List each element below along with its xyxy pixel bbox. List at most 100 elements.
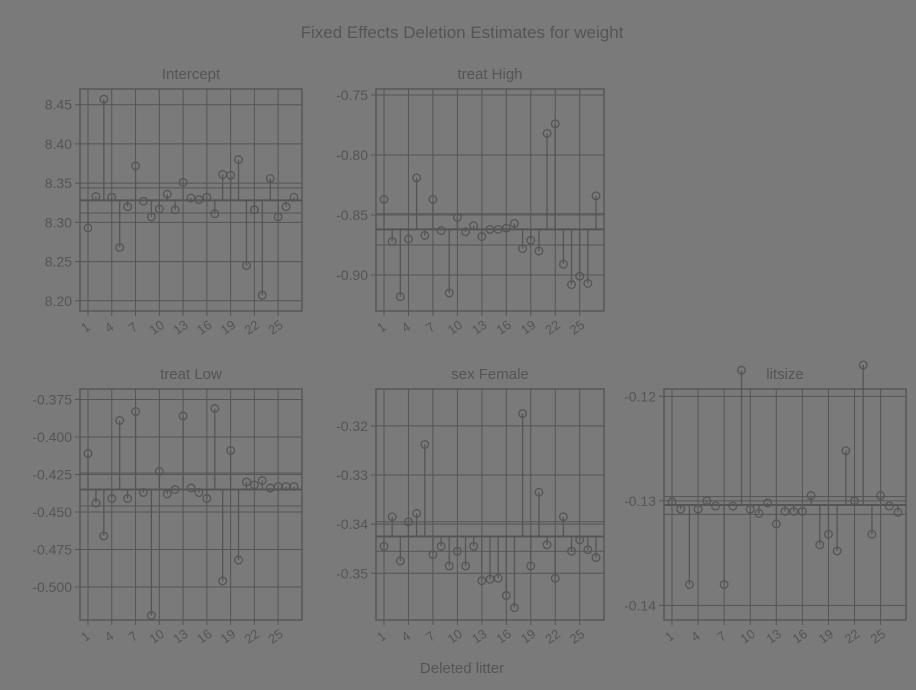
deletion-point [815,540,825,550]
deletion-point [226,446,236,455]
deletion-point [797,506,807,516]
deletion-point [83,223,93,233]
x-tick-label: 13 [170,626,190,647]
x-tick-label: 16 [493,626,513,647]
panel-title: litsize [766,366,804,383]
y-tick-label: -0.75 [336,87,368,103]
deletion-point [170,205,180,215]
deletion-point [178,177,188,187]
deletion-point [728,501,738,511]
deletion-point [806,491,816,501]
deletion-point [146,212,156,222]
deletion-point [745,504,755,514]
deletion-point [684,580,694,589]
deletion-point [461,561,470,571]
deletion-point [452,212,462,222]
x-tick-label: 25 [265,317,285,338]
deletion-point [469,541,479,551]
deletion-point [719,580,729,589]
x-tick-label: 22 [542,317,562,338]
deletion-point [567,546,576,556]
deletion-point [395,556,405,566]
deletion-point [123,494,133,503]
deletion-point [461,227,470,237]
deletion-point [194,195,204,205]
x-tick-label: 19 [218,317,238,338]
deletion-point [154,467,164,476]
deletion-point [131,161,140,171]
x-tick-label: 10 [737,626,757,647]
x-tick-label: 16 [194,317,214,338]
deletion-point [518,409,528,419]
deletion-point [444,561,454,571]
y-tick-label: 8.45 [45,97,72,113]
deletion-point [477,576,487,586]
deletion-point [265,173,275,183]
deletion-point [542,540,552,550]
deletion-point [139,196,148,206]
y-tick-label: -0.35 [336,565,368,581]
deletion-point [412,173,422,183]
y-tick-label: -0.450 [32,504,72,520]
panel-frame [375,388,605,621]
deletion-point [693,504,703,514]
deletion-point [501,223,511,233]
deletion-point [526,561,536,571]
x-tick-label: 13 [763,626,783,647]
y-tick-label: -0.80 [336,147,368,163]
deletion-point [412,508,422,518]
y-tick-label: -0.425 [32,467,72,483]
y-tick-label: -0.34 [336,516,368,532]
panel-frame [79,388,303,621]
deletion-point [711,501,720,511]
deletion-point [162,489,172,499]
y-tick-label: -0.475 [32,542,72,558]
deletion-point [428,550,438,560]
deletion-point [534,487,544,497]
deletion-point [107,192,117,202]
deletion-point [210,404,220,413]
deletion-point [676,504,686,514]
y-tick-label: -0.13 [624,493,656,509]
deletion-point [289,192,299,202]
deletion-point [850,496,859,506]
deletion-point [387,512,397,522]
deletion-point [289,482,299,491]
y-tick-label: -0.90 [336,267,368,283]
x-tick-label: 10 [146,626,166,647]
deletion-point [444,288,454,298]
deletion-point [257,476,267,485]
deletion-point [591,553,601,563]
y-tick-label: 8.20 [45,293,72,309]
deletion-point [542,128,552,138]
deletion-point [162,189,172,199]
deletion-point [867,529,877,539]
deletion-point [379,541,389,551]
deletion-point [186,483,196,493]
deletion-point [550,573,560,583]
deletion-point [510,218,519,228]
x-tick-label: 16 [194,626,214,647]
deletion-point [107,494,117,503]
deletion-point [583,278,593,288]
y-tick-label: -0.32 [336,418,368,434]
deletion-point [876,491,886,501]
deletion-point [404,517,413,527]
deletion-point [510,603,519,613]
deletion-point [234,555,243,565]
deletion-point [763,498,773,508]
deletion-point [477,232,487,242]
deletion-point [884,501,894,511]
x-tick-label: 22 [842,626,862,647]
deletion-point [139,488,148,497]
x-tick-label: 19 [518,317,538,338]
y-tick-label: 8.25 [45,254,72,270]
deletion-point [558,259,568,269]
deletion-point [550,119,560,129]
deletion-point [242,477,251,487]
y-tick-label: -0.33 [336,467,368,483]
deletion-point [575,271,585,281]
deletion-point [404,234,413,244]
